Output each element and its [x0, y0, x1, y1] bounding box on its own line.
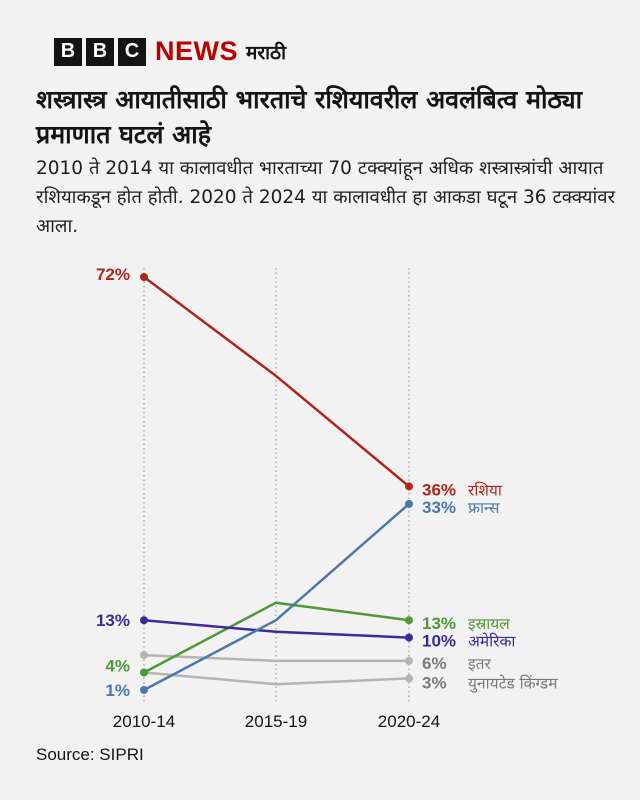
series-line-0: [143, 275, 410, 488]
series-5-end-label: 3%: [422, 673, 447, 692]
bbc-news-marathi-logo: B B C NEWS मराठी: [54, 36, 286, 67]
series-3-start-label: 13%: [96, 611, 130, 630]
series-4-name-label: इतर: [468, 655, 491, 673]
series-0-point-2020-24: [405, 482, 413, 491]
series-0-end-label: 36%: [422, 480, 456, 499]
series-0-point-2010-14: [140, 273, 148, 281]
series-line-5: [143, 671, 410, 686]
series-2-point-2020-24: [405, 616, 413, 625]
language-wordmark: मराठी: [246, 41, 287, 64]
series-4-point-2020-24: [405, 656, 413, 665]
x-tick-label-2015-19: 2015-19: [245, 712, 307, 731]
series-3-point-2010-14: [140, 616, 148, 625]
bbc-logo-letter-1: B: [54, 37, 82, 66]
source-note: Source: SIPRI: [36, 745, 144, 764]
series-line-2: [143, 601, 410, 674]
series-line-3: [143, 618, 410, 639]
x-tick-label-2010-14: 2010-14: [113, 712, 175, 731]
series-2-name-label: इस्रायल: [468, 615, 510, 633]
series-1-end-label: 33%: [422, 498, 456, 517]
series-2-point-2010-14: [140, 668, 148, 677]
series-line-4: [143, 653, 409, 663]
series-0-name-label: रशिया: [468, 481, 503, 499]
series-3-end-label: 10%: [422, 632, 456, 651]
series-3-name-label: अमेरिका: [468, 633, 516, 651]
bbc-logo-letter-3: C: [118, 37, 146, 66]
series-0-start-label: 72%: [96, 265, 130, 284]
chart-title: शस्त्रास्त्र आयातीसाठी भारताचे रशियावरील…: [36, 85, 583, 149]
series-2-start-label: 4%: [105, 657, 130, 676]
series-5-point-2020-24: [405, 674, 413, 683]
chart-subtitle: 2010 ते 2014 या कालावधीत भारताच्या 70 टक…: [36, 158, 616, 237]
series-4-end-label: 6%: [422, 654, 447, 673]
news-wordmark: NEWS: [155, 36, 238, 66]
series-5-name-label: युनायटेड किंग्डम: [468, 674, 558, 693]
bbc-logo-letter-2: B: [86, 37, 114, 66]
x-tick-label-2020-24: 2020-24: [378, 712, 440, 731]
series-1-start-label: 1%: [105, 681, 130, 700]
series-3-point-2020-24: [405, 633, 413, 642]
series-line-1: [143, 502, 410, 692]
series-1-name-label: फ्रान्स: [468, 499, 500, 517]
series-2-end-label: 13%: [422, 614, 456, 633]
series-4-point-2010-14: [140, 651, 148, 660]
series-1-point-2010-14: [140, 686, 148, 694]
series-1-point-2020-24: [405, 499, 413, 508]
